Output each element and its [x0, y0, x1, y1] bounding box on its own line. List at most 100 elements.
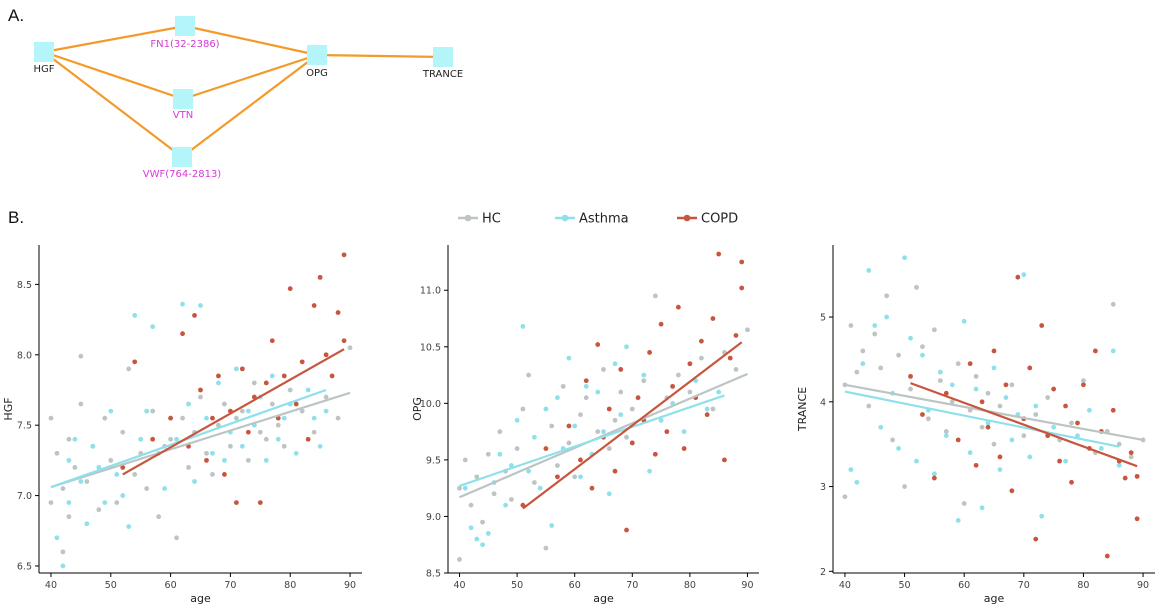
- scatter-plot-trance: 40 50 60 70 80 90 2 3 4 5 age TRANCE: [796, 245, 1155, 604]
- point-hc: [531, 480, 537, 485]
- point-hc: [54, 450, 60, 456]
- point-hc: [60, 549, 66, 555]
- point-hc: [618, 389, 624, 395]
- point-hc: [108, 457, 114, 463]
- point-copd: [739, 285, 745, 291]
- point-copd: [612, 468, 618, 474]
- network-node-hgf: [34, 42, 54, 62]
- trend-line-hc: [844, 383, 1144, 442]
- point-asthma: [1087, 407, 1092, 413]
- point-asthma: [78, 479, 84, 484]
- point-hc: [66, 514, 72, 520]
- x-tick-label: 70: [626, 580, 638, 591]
- x-tick-label: 50: [511, 580, 523, 591]
- point-copd: [1092, 348, 1098, 354]
- point-hc: [222, 401, 227, 407]
- point-copd: [629, 440, 635, 446]
- point-asthma: [245, 408, 251, 414]
- point-hc: [251, 380, 257, 386]
- point-hc: [156, 514, 162, 520]
- point-asthma: [1110, 348, 1116, 354]
- point-hc: [132, 472, 138, 477]
- point-hc: [699, 355, 704, 361]
- point-asthma: [192, 479, 197, 484]
- point-copd: [216, 373, 221, 379]
- point-hc: [480, 519, 485, 525]
- point-hc: [245, 457, 251, 463]
- point-asthma: [174, 436, 179, 442]
- point-copd: [578, 457, 583, 463]
- point-hc: [114, 500, 120, 506]
- point-asthma: [210, 450, 215, 456]
- point-asthma: [641, 372, 647, 378]
- point-copd: [257, 500, 263, 506]
- x-tick-label: 90: [1137, 580, 1149, 591]
- point-hc: [48, 500, 54, 506]
- x-axis-title: age: [593, 592, 614, 604]
- point-asthma: [269, 373, 275, 379]
- point-hc: [629, 406, 635, 412]
- point-asthma: [997, 467, 1003, 472]
- point-hc: [848, 323, 854, 328]
- point-hc: [931, 327, 937, 333]
- point-hc: [150, 408, 156, 414]
- y-tick-label: 9.0: [426, 512, 441, 523]
- point-asthma: [102, 500, 108, 506]
- point-copd: [997, 454, 1003, 460]
- point-asthma: [595, 389, 601, 395]
- point-hc: [275, 422, 281, 428]
- point-hc: [60, 486, 66, 491]
- point-copd: [305, 436, 311, 442]
- point-hc: [48, 415, 54, 421]
- point-hc: [198, 394, 203, 400]
- point-hc: [72, 465, 78, 470]
- point-asthma: [531, 434, 537, 440]
- point-hc: [210, 472, 215, 477]
- y-tick-label: 3: [820, 482, 826, 493]
- point-hc: [311, 429, 317, 435]
- y-tick-label: 7.0: [17, 491, 32, 502]
- trend-line-copd: [122, 348, 345, 476]
- point-asthma: [66, 457, 72, 463]
- point-asthma: [144, 408, 150, 414]
- point-asthma: [914, 458, 919, 464]
- legend-marker-hc: [464, 214, 472, 222]
- point-hc: [144, 486, 150, 491]
- point-hc: [612, 417, 618, 423]
- point-hc: [508, 497, 514, 502]
- point-copd: [710, 316, 716, 321]
- point-copd: [281, 373, 287, 379]
- point-hc: [920, 344, 925, 350]
- point-asthma: [216, 380, 221, 386]
- point-hc: [204, 450, 209, 456]
- point-hc: [269, 401, 275, 407]
- point-asthma: [198, 303, 203, 308]
- point-hc: [1045, 395, 1051, 400]
- point-copd: [733, 333, 739, 338]
- point-asthma: [566, 355, 572, 361]
- point-asthma: [462, 485, 468, 491]
- point-asthma: [1116, 462, 1122, 468]
- point-asthma: [323, 408, 329, 414]
- point-hc: [860, 348, 866, 354]
- point-copd: [1015, 274, 1021, 280]
- x-tick-label: 70: [1018, 580, 1030, 591]
- point-asthma: [854, 479, 860, 485]
- point-hc: [606, 446, 612, 451]
- point-copd: [210, 415, 215, 421]
- point-hc: [228, 443, 233, 449]
- point-hc: [866, 403, 872, 409]
- point-asthma: [1039, 513, 1045, 519]
- point-asthma: [60, 563, 66, 569]
- point-asthma: [180, 301, 185, 307]
- point-copd: [931, 475, 937, 481]
- point-asthma: [1063, 458, 1068, 464]
- point-asthma: [704, 406, 710, 412]
- x-tick-label: 90: [344, 580, 356, 591]
- point-copd: [589, 485, 595, 491]
- legend-marker-copd: [683, 214, 691, 222]
- point-copd: [317, 274, 323, 280]
- point-hc: [287, 387, 293, 393]
- network-node-vtn: [173, 89, 193, 109]
- point-asthma: [138, 436, 144, 442]
